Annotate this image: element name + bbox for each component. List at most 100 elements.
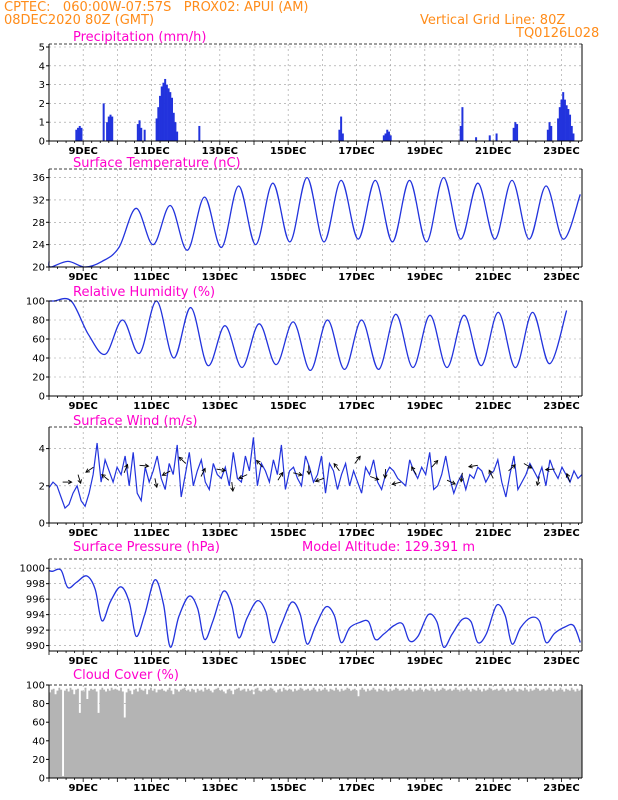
panel-rh: 0 20 40 60 80 100 9DEC 11DEC 13DEC 15DEC 17DEC 19DE…	[26, 285, 583, 412]
wind-arrow-head	[153, 483, 159, 489]
precip-bar	[102, 103, 105, 141]
precip-bar	[155, 118, 158, 141]
panel-temp: 20 24 28 32 36 9DEC 11DEC 13DEC 15DEC 17DEC 19DEC 2…	[32, 156, 583, 283]
x-tick-label: 21DEC	[475, 272, 511, 283]
y-tick-label: 3	[39, 80, 45, 91]
precip-bar	[172, 112, 175, 141]
x-tick-label: 21DEC	[475, 401, 511, 412]
y-tick-label: 80	[32, 699, 45, 710]
wind-arrow	[178, 456, 186, 464]
x-tick-label: 9DEC	[68, 401, 97, 412]
precip-bar	[560, 99, 563, 141]
precip-bar	[386, 129, 389, 141]
precip-bar	[384, 133, 387, 141]
wind-arrow	[523, 463, 532, 469]
wind-arrow-head	[488, 469, 493, 475]
x-tick-label: 9DEC	[68, 656, 97, 667]
wind-arrow-head	[144, 463, 150, 469]
y-tick-label: 80	[32, 316, 45, 327]
y-tick-label: 4	[39, 61, 45, 72]
wind-arrow-head	[178, 456, 184, 462]
x-tick-label: 19DEC	[407, 528, 443, 539]
wind-arrow-head	[411, 466, 416, 471]
x-tick-label: 13DEC	[202, 656, 238, 667]
wind-arrow	[536, 476, 540, 486]
precip-bar	[567, 109, 570, 141]
x-tick-label: 11DEC	[133, 272, 169, 283]
wind-arrow	[488, 470, 494, 479]
y-tick-label: 992	[26, 626, 45, 637]
y-tick-label: 1	[39, 118, 45, 129]
wind-arrow-head	[374, 476, 380, 481]
y-tick-label: 40	[32, 736, 45, 747]
wind-arrow	[508, 464, 516, 472]
x-tick-label: 23DEC	[543, 401, 579, 412]
precip-bar	[167, 88, 170, 141]
precip-bar	[569, 114, 572, 141]
x-tick-label: 9DEC	[68, 272, 97, 283]
wind-arrow-head	[67, 479, 73, 485]
x-tick-label: 11DEC	[133, 783, 169, 794]
x-tick-label: 17DEC	[338, 272, 374, 283]
pressure-line	[48, 568, 581, 648]
precip-bar	[459, 125, 462, 141]
wind-arrow	[446, 479, 456, 485]
panel-cloud: 0 20 40 60 80 100 9DEC 11DEC 13DEC 15DEC 17DEC 19DE…	[26, 668, 583, 794]
wind-arrow-head	[161, 471, 167, 476]
y-tick-label: 40	[32, 354, 45, 365]
precip-bar	[558, 107, 561, 141]
precip-bar	[171, 97, 173, 141]
x-tick-label: 13DEC	[202, 401, 238, 412]
precip-bar	[160, 86, 163, 141]
wind-arrow-head	[278, 471, 284, 477]
precip-bar	[562, 92, 565, 141]
x-tick-label: 13DEC	[202, 528, 238, 539]
wind-arrow-head	[201, 467, 206, 473]
precip-bar	[140, 127, 143, 141]
panel-title: Precipitation (mm/h)	[73, 30, 206, 45]
precip-bar	[565, 105, 568, 141]
wind-arrow	[468, 464, 478, 468]
x-tick-label: 17DEC	[338, 783, 374, 794]
x-tick-label: 17DEC	[338, 401, 374, 412]
wind-arrow-head	[124, 463, 129, 469]
precip-bar	[546, 129, 549, 141]
rh-line	[48, 297, 568, 372]
panel-precip: 0 1 2 3 4 5 9DEC 11DEC 13DEC 15DEC 17DEC 19DEC 21DEC…	[39, 30, 583, 157]
header-right1: Vertical Grid Line: 80Z	[420, 13, 566, 28]
precip-bar	[488, 135, 491, 141]
wind-arrow-head	[565, 472, 571, 478]
wind-arrow	[216, 468, 226, 472]
precip-bar	[338, 129, 341, 141]
x-tick-label: 23DEC	[543, 146, 579, 157]
x-tick-label: 13DEC	[202, 146, 238, 157]
wind-arrow	[392, 481, 402, 485]
wind-arrow-head	[101, 473, 106, 479]
y-tick-label: 0	[39, 137, 45, 148]
precip-bar	[387, 131, 390, 141]
wind-arrow-head	[459, 477, 464, 483]
wind-arrow	[231, 482, 234, 492]
precip-bar	[176, 131, 179, 141]
wind-arrow	[77, 474, 82, 484]
precip-bar	[143, 129, 146, 141]
precip-bar	[165, 84, 168, 141]
wind-arrow-head	[333, 462, 338, 468]
y-tick-label: 998	[26, 579, 45, 590]
wind-arrow	[256, 460, 263, 468]
wind-arrow-head	[230, 487, 235, 492]
y-tick-label: 32	[32, 195, 45, 206]
x-tick-label: 23DEC	[543, 656, 579, 667]
y-tick-label: 1000	[20, 564, 45, 575]
y-tick-label: 20	[32, 755, 45, 766]
precip-bar	[107, 116, 110, 141]
panel-title: Surface Wind (m/s)	[73, 414, 197, 429]
x-tick-label: 23DEC	[543, 528, 579, 539]
x-tick-label: 21DEC	[475, 783, 511, 794]
x-tick-label: 21DEC	[475, 146, 511, 157]
precip-bar	[136, 124, 139, 141]
x-tick-label: 15DEC	[270, 656, 306, 667]
precip-bar	[382, 135, 385, 141]
wind-arrow	[293, 472, 303, 476]
precip-bar	[78, 125, 81, 141]
